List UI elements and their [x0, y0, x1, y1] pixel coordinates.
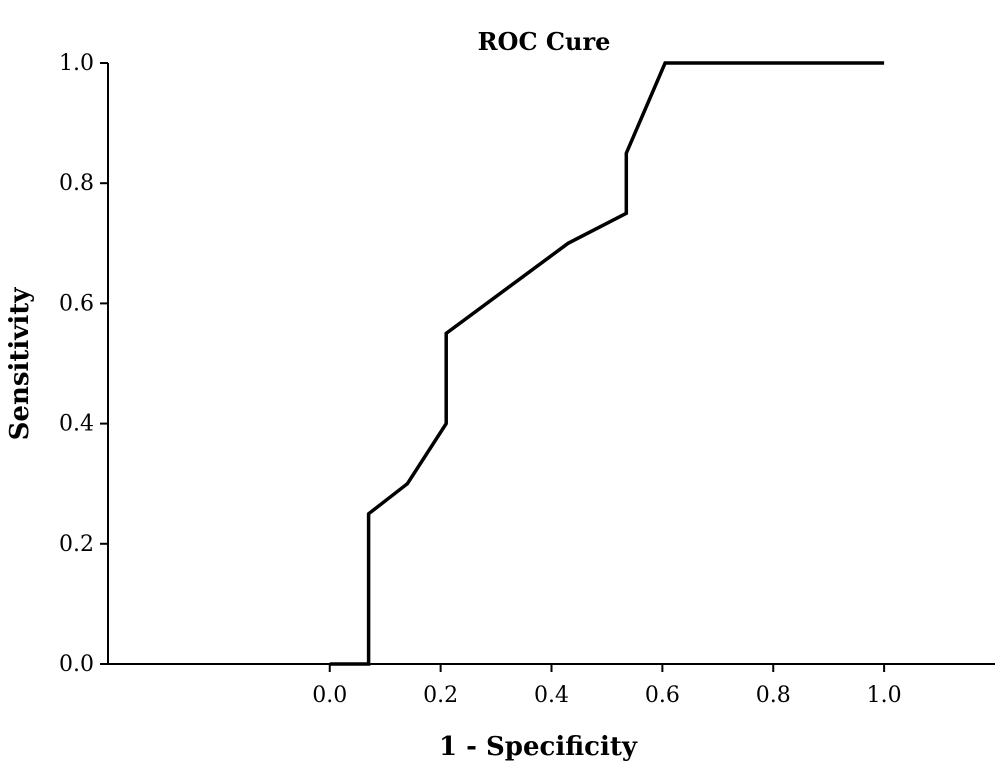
y-tick-label: 1.0 — [59, 51, 94, 76]
x-tick-label: 0.4 — [534, 683, 569, 708]
y-tick-label: 0.8 — [59, 171, 94, 196]
x-axis: 0.0 0.2 0.4 0.6 0.8 1.0 — [108, 663, 995, 708]
y-tick-label: 0.4 — [59, 412, 94, 437]
y-tick-label: 0.2 — [59, 532, 94, 557]
x-tick-label: 0.8 — [756, 683, 791, 708]
x-tick-label: 0.0 — [312, 683, 347, 708]
y-tick-label: 0.0 — [59, 652, 94, 677]
x-tick-label: 1.0 — [867, 683, 902, 708]
chart-title: ROC Cure — [478, 27, 611, 56]
x-tick-label: 0.2 — [423, 683, 458, 708]
x-axis-title: 1 - Specificity — [439, 732, 638, 762]
y-tick-label: 0.6 — [59, 291, 94, 316]
x-tick-label: 0.6 — [645, 683, 680, 708]
plot-area — [329, 61, 885, 666]
y-axis-title: Sensitivity — [5, 287, 35, 441]
y-axis: 0.0 0.2 0.4 0.6 0.8 1.0 — [59, 51, 109, 677]
roc-curve-line — [329, 61, 885, 666]
